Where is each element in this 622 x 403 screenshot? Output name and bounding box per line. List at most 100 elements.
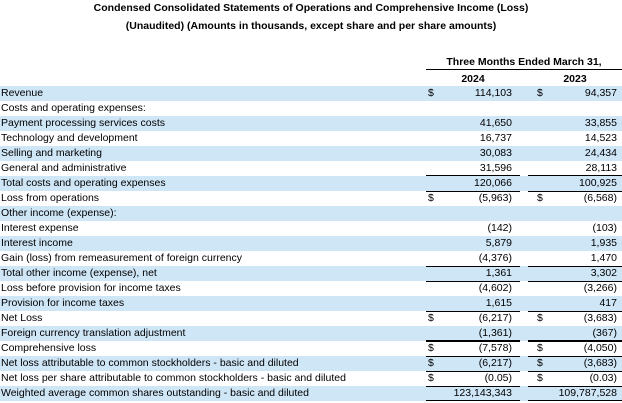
value-2023: 24,434 [584,147,617,159]
value-2024: 16,737 [479,132,512,144]
value-2024: 1,615 [485,297,512,309]
double-rule [426,400,520,401]
row-label: Loss from operations [1,192,100,204]
total-rule [426,356,520,357]
dollar-sign-2023: $ [537,192,543,204]
row-label: Total costs and operating expenses [1,177,166,189]
value-2023: (367) [592,327,617,339]
table-row: Payment processing services costs 41,650 3… [0,116,622,131]
value-2023: 3,302 [590,267,617,279]
row-label: Revenue [1,87,44,99]
dollar-sign-2024: $ [428,357,434,369]
dollar-sign-2024: $ [428,312,434,324]
total-rule [426,281,520,282]
double-rule [528,400,622,401]
table-row: Provision for income taxes 1,615 417 [0,296,622,311]
dollar-sign-2023: $ [537,312,543,324]
value-2024: 31,596 [479,162,512,174]
total-rule [426,371,520,372]
row-label: Interest income [1,237,73,249]
subtotal-rule [528,340,622,341]
row-label: Provision for income taxes [1,297,125,309]
total-rule [426,341,520,342]
row-label: General and administrative [1,162,127,174]
row-label: Gain (loss) from remeasurement of foreig… [1,252,243,264]
row-label: Technology and development [1,132,138,144]
subtotal-rule [426,175,520,176]
value-2023: 109,787,528 [558,387,617,399]
dollar-sign-2024: $ [428,372,434,384]
value-2024: 30,083 [479,147,512,159]
row-label: Payment processing services costs [1,117,165,129]
value-2024: 41,650 [479,117,512,129]
dollar-sign-2024: $ [428,87,434,99]
table-row: Net loss attributable to common stockhol… [0,356,622,371]
statement-title: Condensed Consolidated Statements of Ope… [93,2,529,14]
dollar-sign-2023: $ [537,87,543,99]
dollar-sign-2023: $ [537,357,543,369]
value-2024: (0.05) [484,372,512,384]
row-label: Weighted average common shares outstandi… [1,387,309,399]
dollar-sign-2023: $ [537,342,543,354]
table-row: Gain (loss) from remeasurement of foreig… [0,251,622,266]
row-label: Comprehensive loss [1,342,97,354]
value-2023: 33,855 [584,117,617,129]
table-row: General and administrative 31,596 28,113 [0,161,622,176]
row-label: Net loss per share attributable to commo… [1,372,346,384]
table-row: Selling and marketing 30,083 24,434 [0,146,622,161]
row-label: Selling and marketing [1,147,102,159]
value-2023: (3,683) [583,357,617,369]
subtotal-rule [426,340,520,341]
value-2023: 94,357 [584,87,617,99]
table-row: Loss before provision for income taxes (4… [0,281,622,296]
total-rule [528,371,622,372]
table-row: Interest expense (142) (103) [0,221,622,236]
total-rule [528,341,622,342]
table-row: Interest income 5,879 1,935 [0,236,622,251]
table-row: Total other income (expense), net 1,361 3,… [0,266,622,281]
dollar-sign-2024: $ [428,192,434,204]
value-2024: 1,361 [485,267,512,279]
value-2024: 123,143,343 [453,387,512,399]
total-rule [528,356,622,357]
value-2024: (1,361) [478,327,512,339]
value-2024: (6,217) [478,312,512,324]
total-rule [426,386,520,387]
value-2023: (0.03) [589,372,617,384]
value-2024: (6,217) [478,357,512,369]
value-2023: 100,925 [579,177,617,189]
dollar-sign-2023: $ [537,372,543,384]
total-rule [528,191,622,192]
table-row: Costs and operating expenses: [0,101,622,116]
value-2024: 114,103 [474,87,512,99]
total-rule [426,311,520,312]
value-2023: 1,935 [590,237,617,249]
row-label: Net loss attributable to common stockhol… [1,357,299,369]
total-rule [426,266,520,267]
value-2023: (6,568) [583,192,617,204]
value-2024: 120,066 [474,177,512,189]
table-row: Weighted average common shares outstandi… [0,386,622,401]
table-row: Technology and development 16,737 14,523 [0,131,622,146]
value-2023: 1,470 [590,252,617,264]
table-row: Total costs and operating expenses 120,06… [0,176,622,191]
total-rule [528,386,622,387]
table-row: Loss from operations $ (5,963) $ (6,568) [0,191,622,206]
value-2023: (3,266) [583,282,617,294]
value-2024: (4,376) [478,252,512,264]
dollar-sign-2024: $ [428,342,434,354]
total-rule [426,191,520,192]
table-row: Other income (expense): [0,206,622,221]
statement-table: Revenue $114,103 $94,357 Costs and operatin… [0,86,622,401]
table-row: Net Loss $ (6,217) $ (3,683) [0,311,622,326]
value-2023: (3,683) [583,312,617,324]
row-label: Total other income (expense), net [1,267,157,279]
value-2023: (4,050) [583,342,617,354]
row-label: Net Loss [1,312,43,324]
statement-subtitle: (Unaudited) (Amounts in thousands, excep… [125,20,497,32]
row-label: Other income (expense): [1,207,117,219]
year-header-2024: 2024 [461,73,485,85]
table-row: Foreign currency translation adjustment (… [0,326,622,341]
table-row: Revenue $114,103 $94,357 [0,86,622,101]
table-row: Net loss per share attributable to commo… [0,371,622,386]
